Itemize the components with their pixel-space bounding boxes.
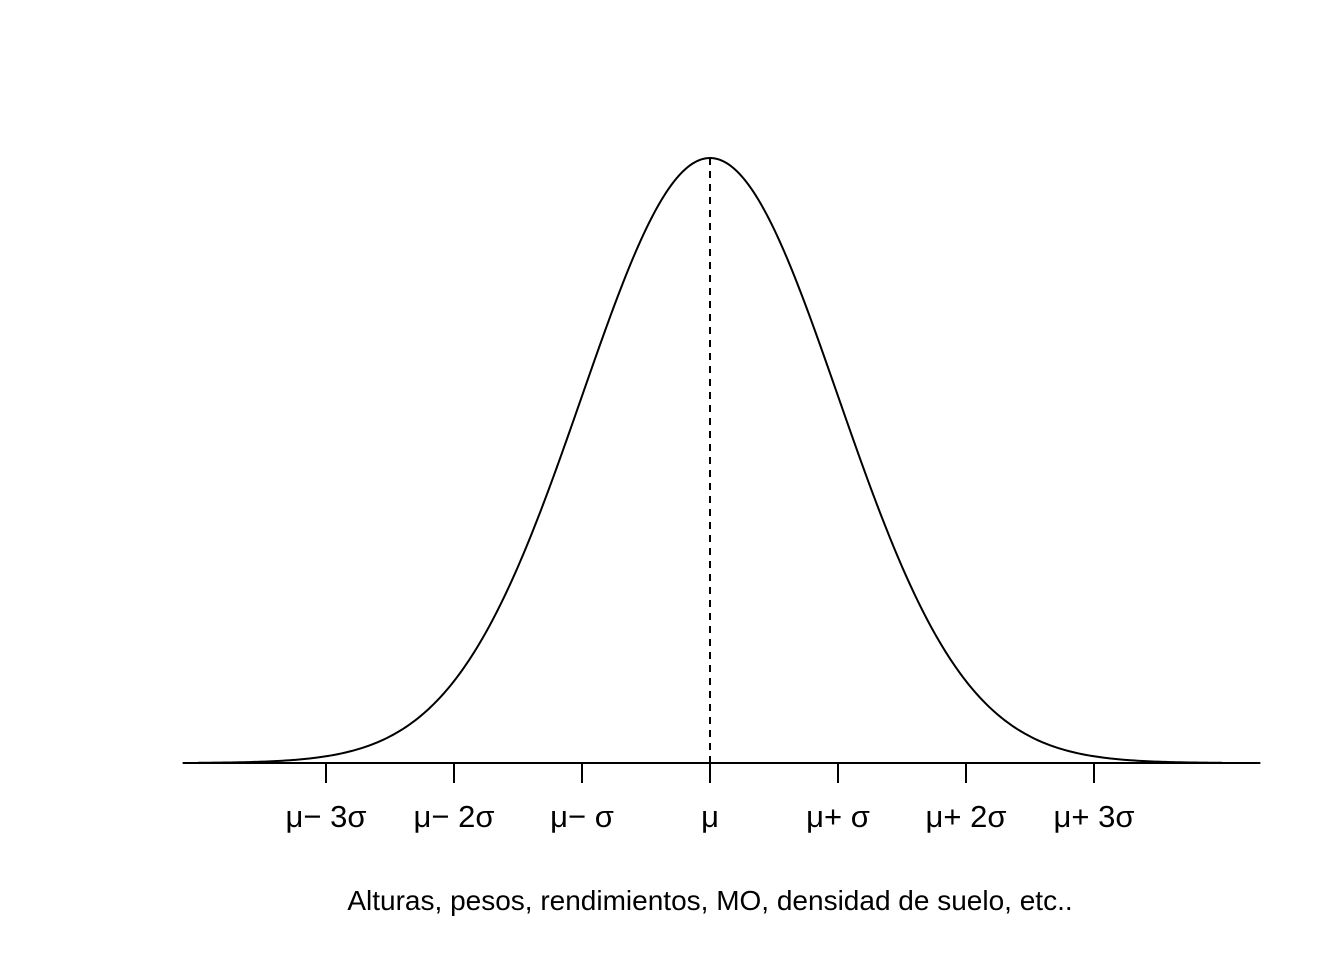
x-tick-label-6: μ+ 3σ [1054,799,1135,834]
x-tick-label-1: μ− 2σ [414,799,495,834]
x-tick-label-2: μ− σ [550,799,614,834]
x-axis-ticks [325,763,1095,783]
x-axis-tick-labels: μ− 3σ μ− 2σ μ− σ μ μ+ σ μ+ 2σ μ+ 3σ [286,799,1135,834]
x-tick-label-3: μ [701,799,719,834]
x-tick-label-4: μ+ σ [806,799,870,834]
plot-area: μ− 3σ μ− 2σ μ− σ μ μ+ σ μ+ 2σ μ+ 3σ [182,156,1261,834]
x-axis-label: Alturas, pesos, rendimientos, MO, densid… [347,885,1072,916]
x-tick-label-0: μ− 3σ [286,799,367,834]
x-tick-label-5: μ+ 2σ [926,799,1007,834]
